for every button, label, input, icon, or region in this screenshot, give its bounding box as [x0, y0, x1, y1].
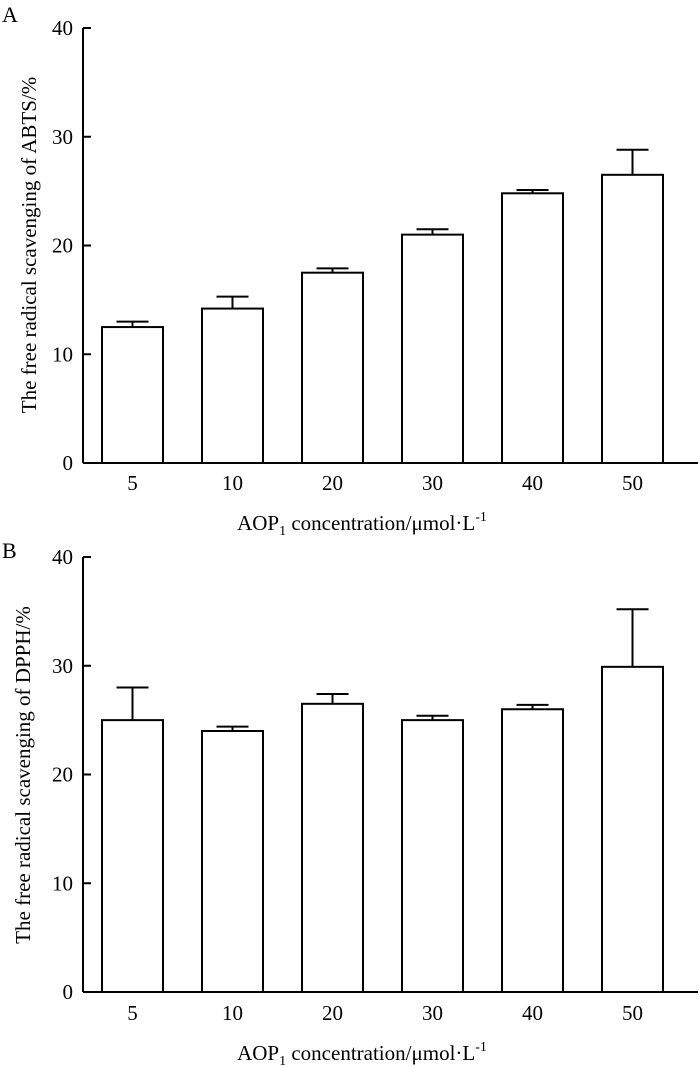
y-tick-label: 10 — [52, 871, 73, 895]
chart-panel-a: A 0 10 20 30 40 5 10 20 30 40 50 The free radical sc… — [2, 2, 698, 539]
x-axis-label: AOP1 concentration/μmol·L-1 — [237, 510, 487, 539]
panel-label: B — [2, 538, 17, 563]
y-axis-label: The free radical scavenging of DPPH/% — [11, 606, 35, 944]
x-tick-label: 50 — [622, 1001, 643, 1025]
y-tick-label: 40 — [52, 545, 73, 569]
bar — [201, 307, 264, 465]
x-tick-label: 5 — [127, 471, 138, 495]
bar — [501, 708, 564, 993]
bar — [201, 730, 264, 993]
bar — [301, 702, 364, 993]
x-tick-label: 40 — [522, 1001, 543, 1025]
bar — [101, 326, 164, 464]
bar — [601, 173, 664, 464]
y-tick-label: 0 — [63, 980, 74, 1004]
bar — [501, 192, 564, 465]
x-tick-label: 20 — [322, 1001, 343, 1025]
chart-panel-b: B 0 10 20 30 40 5 10 20 30 40 50 The free radical sc… — [2, 538, 698, 1067]
y-tick-label: 30 — [52, 125, 73, 149]
bar — [301, 271, 364, 464]
y-tick-label: 20 — [52, 234, 73, 258]
x-tick-label: 50 — [622, 471, 643, 495]
x-tick-label: 30 — [422, 1001, 443, 1025]
y-tick-label: 30 — [52, 654, 73, 678]
y-tick-label: 20 — [52, 763, 73, 787]
panel-label: A — [2, 2, 18, 27]
x-tick-label: 40 — [522, 471, 543, 495]
y-tick-label: 10 — [52, 342, 73, 366]
bar — [101, 719, 164, 993]
x-axis-label: AOP1 concentration/μmol·L-1 — [237, 1040, 487, 1067]
y-axis-label: The free radical scavenging of ABTS/% — [17, 77, 41, 413]
bar — [401, 233, 464, 464]
x-tick-label: 10 — [222, 471, 243, 495]
bar — [601, 665, 664, 994]
x-tick-label: 5 — [127, 1001, 138, 1025]
y-tick-label: 0 — [63, 451, 74, 475]
x-tick-label: 30 — [422, 471, 443, 495]
y-tick-label: 40 — [52, 16, 73, 40]
bar — [401, 719, 464, 993]
x-tick-label: 10 — [222, 1001, 243, 1025]
x-tick-label: 20 — [322, 471, 343, 495]
